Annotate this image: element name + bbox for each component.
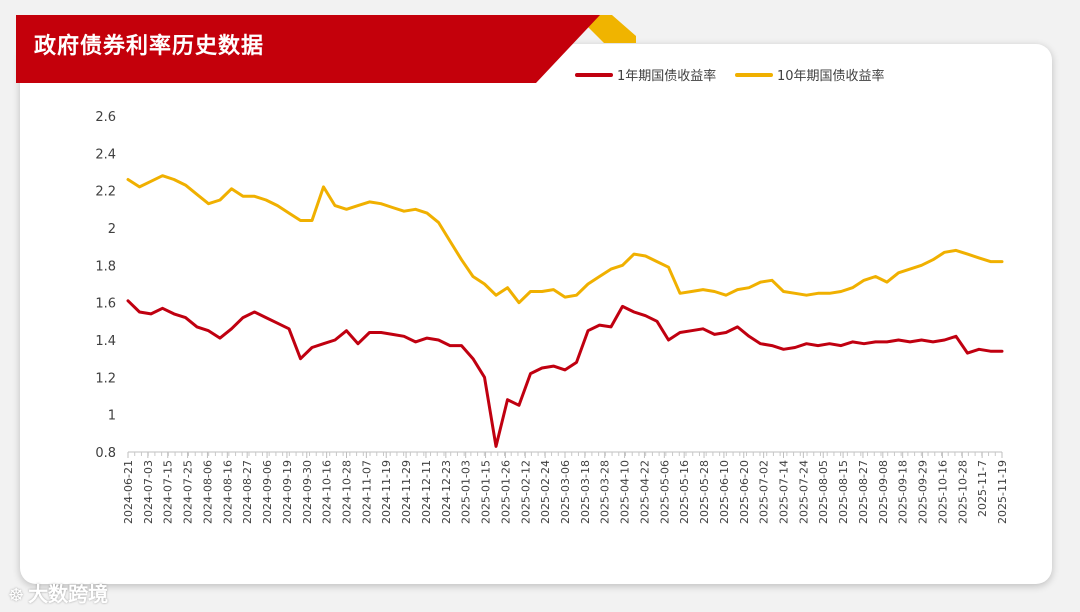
- x-tick-label: 2024-09-19: [281, 460, 294, 524]
- x-tick-label: 2025-10-28: [956, 460, 969, 524]
- y-tick-label: 0.8: [95, 446, 116, 461]
- x-tick-label: 2025-04-10: [619, 460, 632, 524]
- x-tick-label: 2025-05-06: [658, 460, 671, 524]
- y-tick-label: 1.4: [95, 334, 116, 349]
- x-tick-label: 2025-07-14: [778, 460, 791, 524]
- y-tick-label: 1.6: [95, 297, 116, 312]
- x-tick-label: 2025-11-7: [976, 460, 989, 517]
- x-tick-label: 2025-02-12: [519, 460, 532, 524]
- watermark-text: 大数跨境: [28, 582, 109, 606]
- series-line-10y: [126, 174, 1004, 305]
- x-tick-label: 2025-01-03: [460, 460, 473, 524]
- x-tick-label: 2024-07-25: [182, 460, 195, 524]
- x-tick-label: 2025-01-26: [499, 460, 512, 524]
- y-axis: 0.8 1 1.2 1.4 1.6 1.8 2 2.2 2.4 2.6: [95, 110, 116, 461]
- x-tick-label: 2024-11-29: [400, 460, 413, 524]
- x-tick-label: 2025-08-05: [817, 460, 830, 524]
- x-tick-label: 2025-07-02: [758, 460, 771, 524]
- x-tick-label: 2024-10-28: [341, 460, 354, 524]
- legend: 1年期国债收益率 10年期国债收益率: [575, 68, 885, 84]
- x-tick-label: 2025-06-20: [738, 460, 751, 524]
- y-tick-label: 2.4: [95, 147, 116, 162]
- x-tick-label: 2025-02-24: [539, 460, 552, 524]
- x-tick-label: 2024-08-06: [201, 460, 214, 524]
- x-tick-label: 2024-12-23: [440, 460, 453, 524]
- x-tick-label: 2025-07-24: [797, 460, 810, 524]
- watermark: ☸ 大数跨境: [8, 578, 108, 607]
- x-tick-label: 2025-03-18: [579, 460, 592, 524]
- x-tick-label: 2025-08-15: [837, 460, 850, 524]
- y-tick-label: 2: [108, 222, 116, 237]
- x-tick-label: 2024-11-07: [360, 460, 373, 524]
- chart-logo-icon: ☸: [8, 585, 25, 606]
- x-tick-label: 2025-06-10: [718, 460, 731, 524]
- plot-area: [126, 174, 1004, 448]
- x-tick-label: 2025-01-15: [480, 460, 493, 524]
- title-banner: 政府债券利率历史数据: [16, 15, 636, 83]
- page-title: 政府债券利率历史数据: [34, 34, 265, 59]
- x-tick-label: 2025-04-22: [638, 460, 651, 524]
- legend-label: 10年期国债收益率: [777, 68, 885, 84]
- y-tick-label: 2.6: [95, 110, 116, 125]
- x-tick-label: 2024-09-06: [261, 460, 274, 524]
- x-tick-label: 2024-11-19: [380, 460, 393, 524]
- x-tick-label: 2025-08-27: [857, 460, 870, 524]
- x-tick-label: 2024-07-15: [162, 460, 175, 524]
- x-tick-label: 2025-03-06: [559, 460, 572, 524]
- x-tick-label: 2024-07-03: [142, 460, 155, 524]
- x-tick-label: 2024-08-27: [241, 460, 254, 524]
- y-tick-label: 2.2: [95, 185, 116, 200]
- y-tick-label: 1: [108, 409, 116, 424]
- x-tick-label: 2025-03-28: [599, 460, 612, 524]
- x-tick-label: 2024-12-11: [420, 460, 433, 524]
- legend-label: 1年期国债收益率: [617, 68, 716, 84]
- x-tick-label: 2024-06-21: [122, 460, 135, 524]
- series-line-1y: [126, 299, 1004, 448]
- x-tick-label: 2024-10-16: [321, 460, 334, 524]
- x-tick-label: 2025-05-16: [678, 460, 691, 524]
- x-tick-label: 2025-09-18: [897, 460, 910, 524]
- x-tick-label: 2024-08-16: [221, 460, 234, 524]
- x-axis: 2024-06-21 2024-07-03 2024-07-15 2024-07-25…: [122, 451, 1009, 524]
- x-tick-label: 2025-09-08: [877, 460, 890, 524]
- x-tick-label: 2025-11-19: [996, 460, 1009, 524]
- x-tick-label: 2025-09-29: [917, 460, 930, 524]
- y-tick-label: 1.8: [95, 259, 116, 274]
- chart-card: [20, 44, 1052, 584]
- y-tick-label: 1.2: [95, 371, 116, 386]
- x-tick-label: 2025-10-16: [936, 460, 949, 524]
- x-tick-label: 2025-05-28: [698, 460, 711, 524]
- banner-shape: [16, 15, 636, 83]
- x-tick-label: 2024-09-30: [301, 460, 314, 524]
